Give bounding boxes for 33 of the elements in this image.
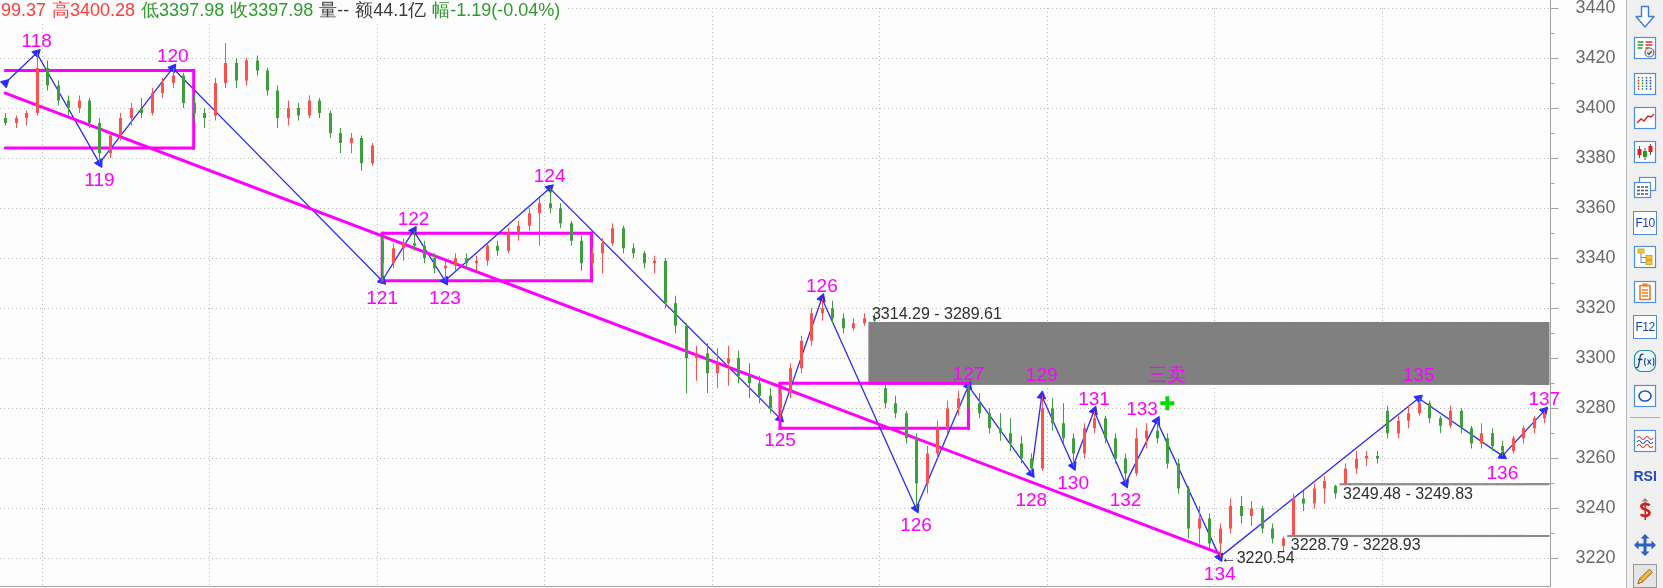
annotation: 137 [1528,387,1561,409]
y-tick-label: 3400 [1575,97,1616,118]
y-tick-label: 3420 [1575,47,1616,68]
annotation: 125 [764,429,796,451]
annotation: 126 [806,275,838,297]
y-tick-label: 3340 [1575,247,1616,268]
y-tick-label: 3220 [1575,547,1616,568]
annotation: 124 [533,165,566,187]
annotation: 123 [429,286,461,308]
chart-title: 99.37 高3400.28 低3397.98 收3397.98 量-- 额44.1亿 幅-1.19(-0.04%) [1,0,561,20]
y-tick-label: 3260 [1575,447,1616,468]
y-tick-label: 3280 [1575,397,1616,418]
series-label: 3314.29 - 3289.61 [871,304,1002,322]
y-tick-label: 3300 [1575,347,1616,368]
annotation: 121 [366,286,398,308]
annotation: 132 [1109,489,1142,511]
annotation: 120 [156,45,189,67]
y-tick-label: 3360 [1575,197,1616,218]
annotation: 122 [397,207,430,229]
annotation: 130 [1057,471,1089,493]
toolbar-panel: F10 F12 RSI [1626,0,1663,588]
annotation: 128 [1015,489,1048,511]
y-tick-label: 3240 [1575,497,1616,518]
annotation: 136 [1486,461,1519,483]
y-tick-label: 3380 [1575,147,1616,168]
annotation: 119 [84,169,115,191]
annotation: 133 [1126,397,1158,419]
annotation: 3249.48 - 3249.83 [1343,484,1474,502]
annotation: 118 [21,30,52,52]
y-tick-label: 3440 [1575,0,1616,17]
annotation: 126 [900,514,932,536]
annotation: 131 [1078,387,1110,409]
y-tick-label: 3320 [1575,297,1616,318]
